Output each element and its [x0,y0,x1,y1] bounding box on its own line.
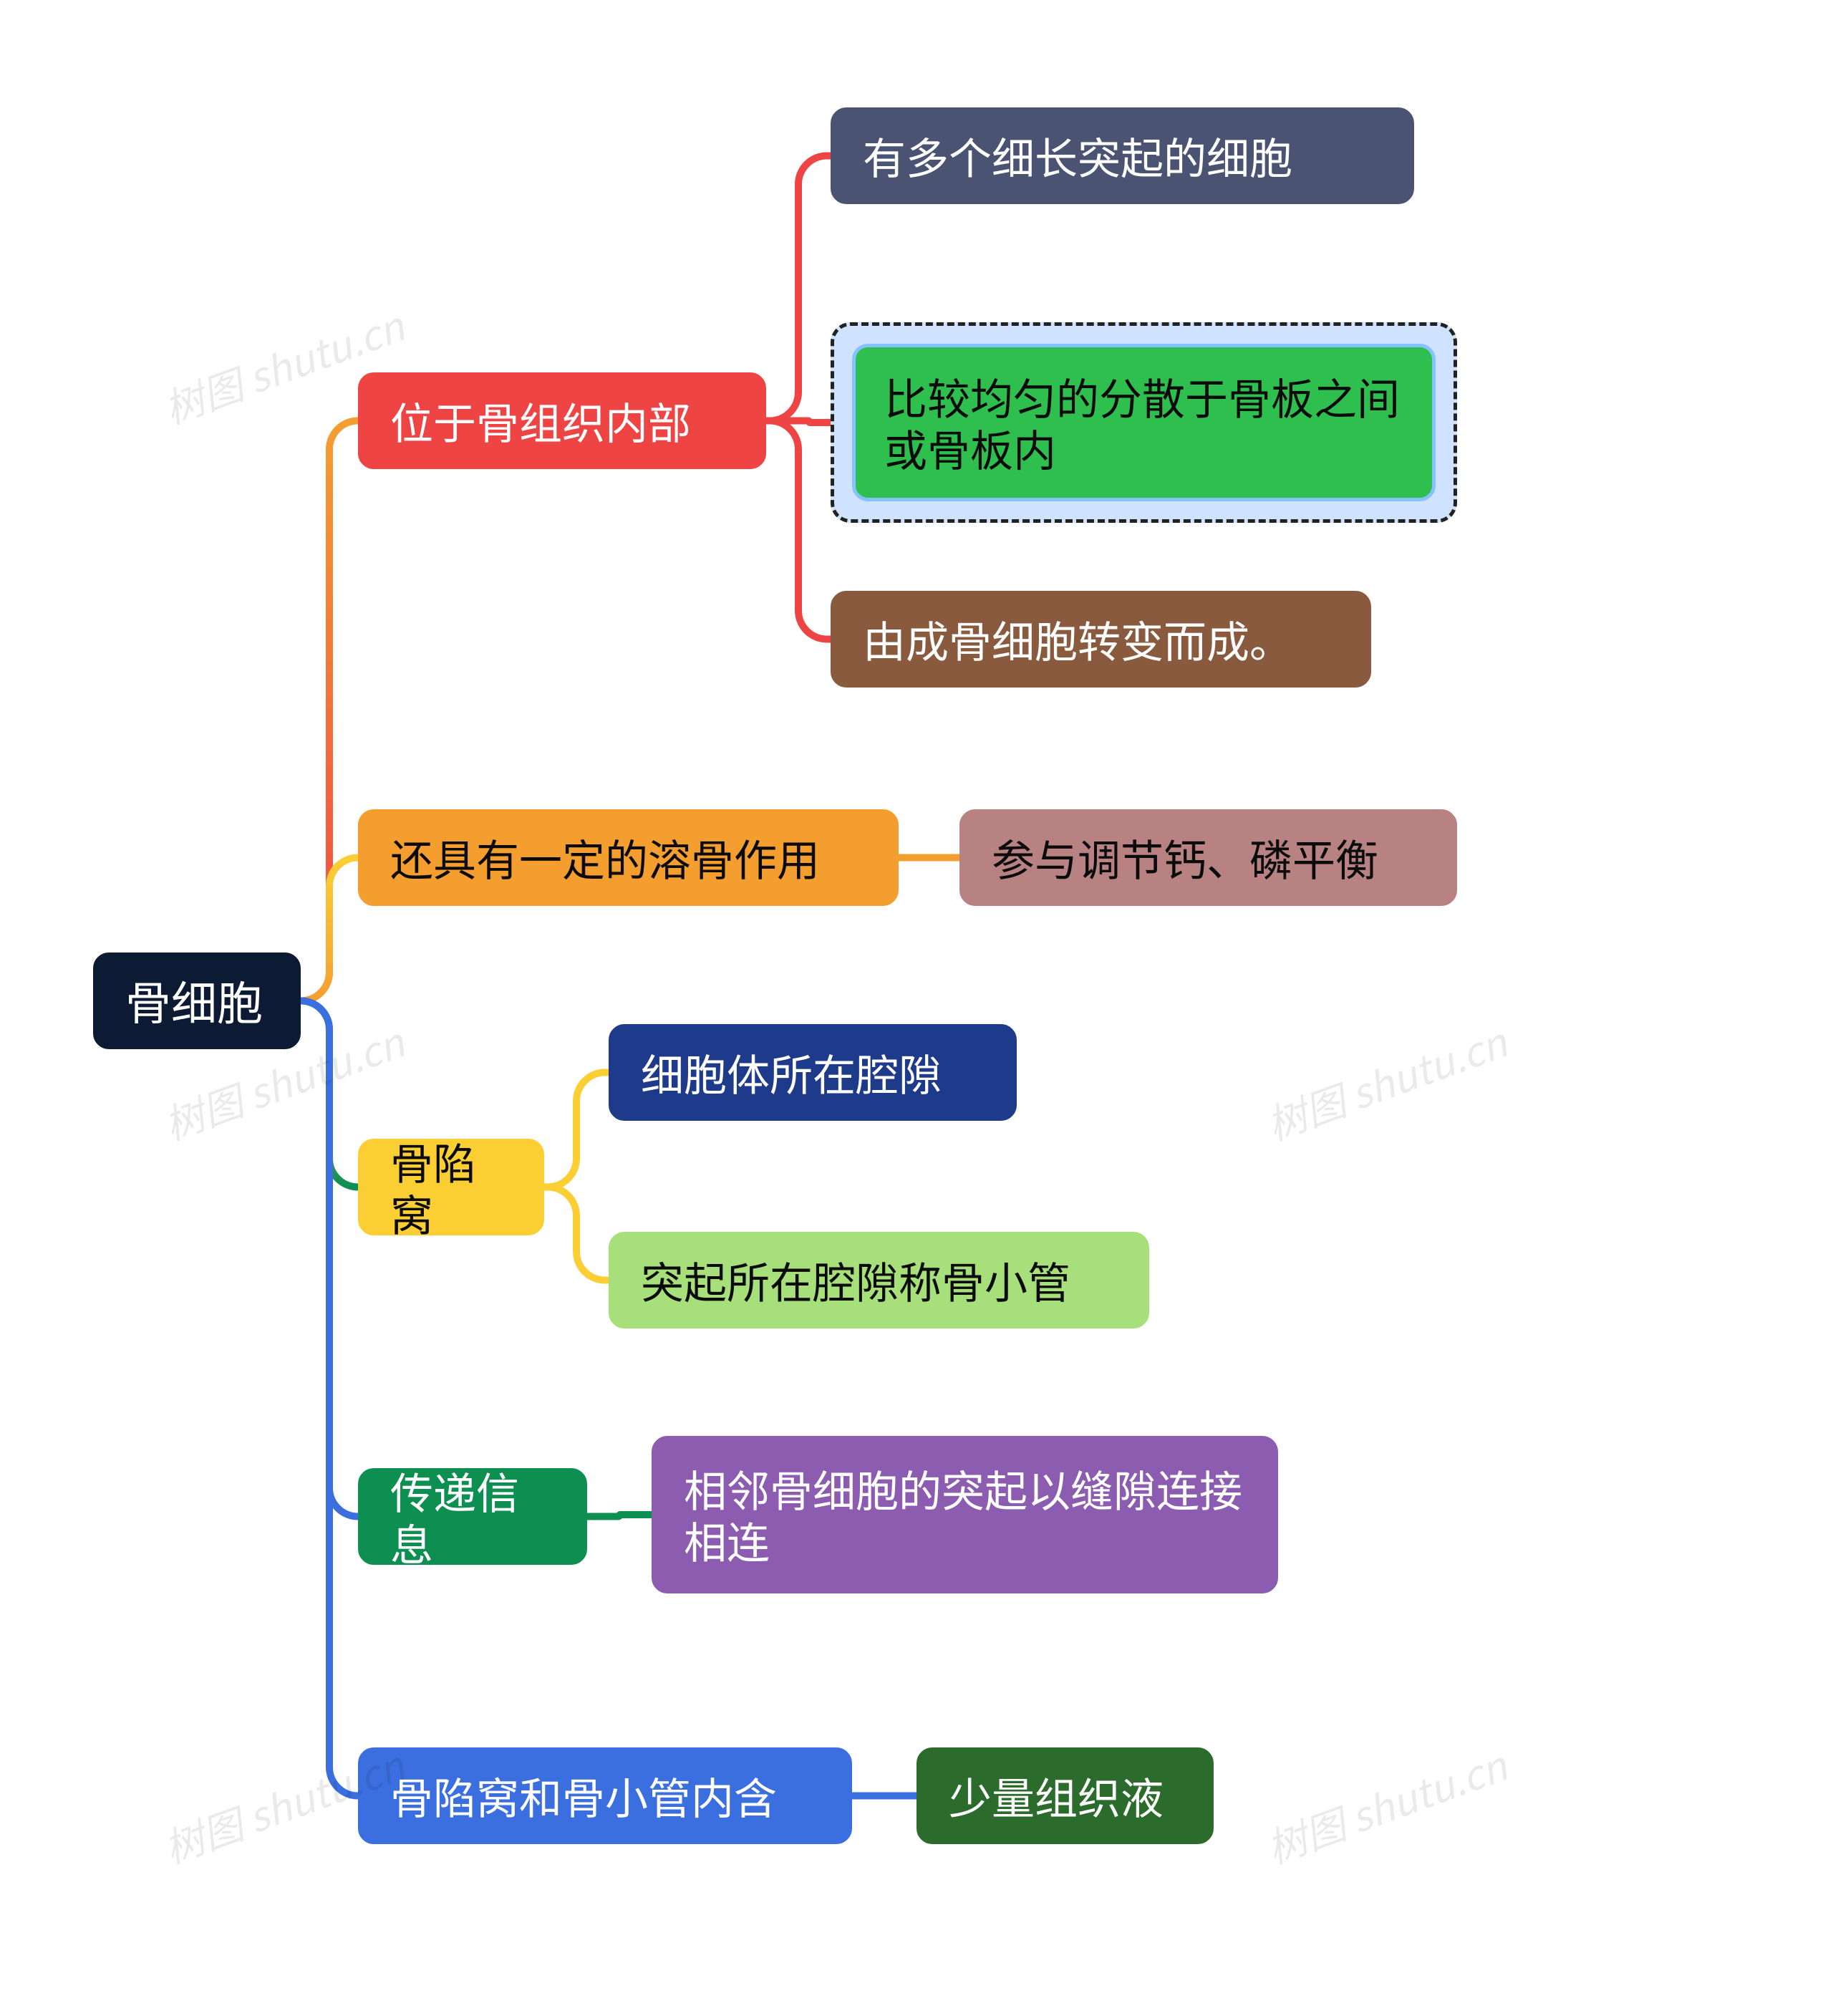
branch-node[interactable]: 还具有一定的溶骨作用 [358,809,899,906]
node-label: 参与调节钙、磷平衡 [992,832,1425,884]
node-label: 骨陷窝 [390,1136,512,1239]
branch-node[interactable]: 传递信息 [358,1468,587,1565]
leaf-node[interactable]: 由成骨细胞转变而成。 [831,591,1371,688]
branch-node[interactable]: 骨陷窝和骨小管内含 [358,1747,852,1844]
leaf-node[interactable]: 比较均匀的分散于骨板之间或骨板内 [852,344,1436,501]
mindmap-canvas: { "diagram_type": "mindmap-tree", "canva… [0,0,1833,2016]
node-label: 还具有一定的溶骨作用 [390,832,866,884]
branch-node[interactable]: 骨陷窝 [358,1139,544,1235]
node-label: 骨陷窝和骨小管内含 [390,1770,820,1822]
node-label: 由成骨细胞转变而成。 [863,614,1339,665]
root-node[interactable]: 骨细胞 [93,952,301,1049]
node-label: 少量组织液 [949,1770,1181,1822]
node-label: 突起所在腔隙称骨小管 [641,1255,1117,1306]
root-label: 骨细胞 [125,973,269,1028]
branch-node[interactable]: 位于骨组织内部 [358,372,766,469]
node-label: 细胞体所在腔隙 [641,1047,985,1099]
node-label: 传递信息 [390,1465,555,1568]
node-label: 比较均匀的分散于骨板之间或骨板内 [884,371,1403,474]
leaf-node[interactable]: 有多个细长突起的细胞 [831,107,1414,204]
watermark: 树图 shutu.cn [1258,1735,1514,1875]
leaf-node[interactable]: 参与调节钙、磷平衡 [959,809,1457,906]
leaf-node[interactable]: 相邻骨细胞的突起以缝隙连接相连 [652,1436,1278,1593]
node-label: 相邻骨细胞的突起以缝隙连接相连 [684,1463,1246,1566]
node-label: 有多个细长突起的细胞 [863,130,1382,182]
node-label: 位于骨组织内部 [390,395,734,447]
leaf-node[interactable]: 细胞体所在腔隙 [609,1024,1017,1121]
leaf-node[interactable]: 少量组织液 [916,1747,1214,1844]
leaf-node[interactable]: 突起所在腔隙称骨小管 [609,1232,1149,1328]
watermark: 树图 shutu.cn [1258,1011,1514,1152]
